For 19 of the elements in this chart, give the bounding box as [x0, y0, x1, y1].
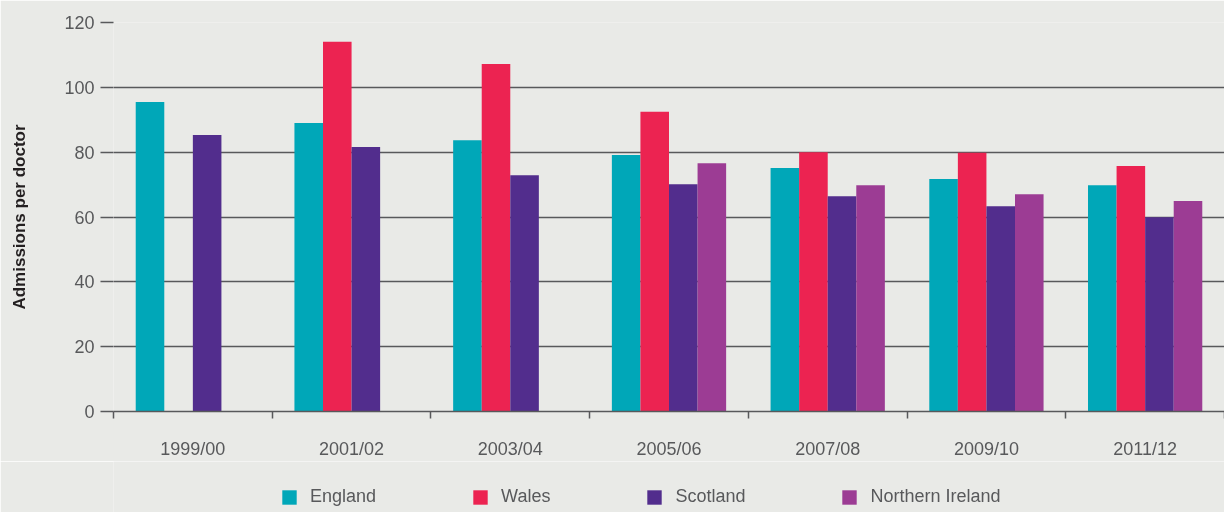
legend-label: Wales	[501, 486, 551, 507]
legend-label: Northern Ireland	[870, 486, 1001, 507]
y-tick-label: 60	[74, 207, 95, 228]
y-tick-label: 100	[64, 77, 95, 98]
x-tick-label: 2011/12	[1113, 438, 1178, 459]
x-tick-label: 2003/04	[477, 438, 543, 459]
legend-label: England	[310, 486, 377, 507]
y-tick-label: 40	[74, 272, 95, 293]
y-tick-label: 120	[64, 13, 95, 33]
y-tick-label: 20	[74, 337, 95, 358]
x-tick-label: 2005/06	[636, 438, 702, 459]
y-tick-label: 0	[84, 402, 95, 422]
y-axis-title: Admissions per doctor	[10, 124, 30, 310]
x-tick-label: 2007/08	[795, 438, 861, 459]
y-tick-label: 80	[74, 142, 95, 163]
x-tick-label: 2001/02	[319, 438, 385, 459]
x-tick-label: 2009/10	[953, 438, 1019, 459]
legend-label: Scotland	[675, 486, 746, 507]
x-tick-label: 1999/00	[160, 438, 226, 459]
